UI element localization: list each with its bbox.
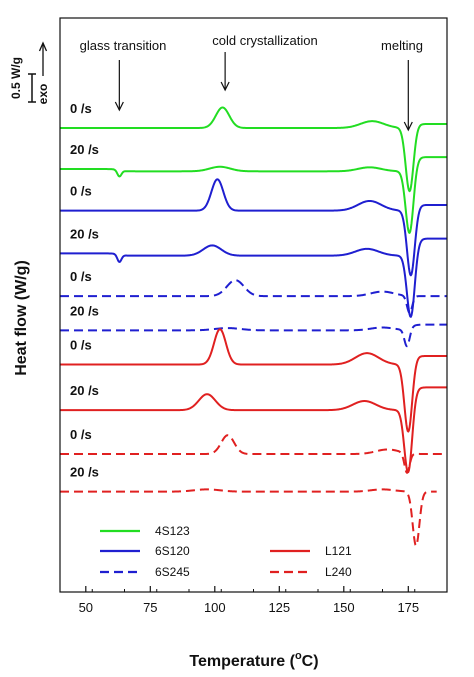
annotation-0: glass transition bbox=[80, 38, 167, 53]
legend-label-L240: L240 bbox=[325, 565, 352, 579]
x-axis-label-sup: o bbox=[295, 650, 302, 662]
rate-label-3: 20 /s bbox=[70, 226, 99, 241]
annotation-arrowhead-0 bbox=[114, 101, 124, 112]
annotations-layer: glass transition cold crystallization melt… bbox=[9, 33, 423, 132]
rate-label-1: 20 /s bbox=[70, 142, 99, 157]
series-line-L121-7 bbox=[59, 386, 448, 474]
x-tick-label-50: 50 bbox=[79, 600, 93, 615]
series-line-4S123-0 bbox=[59, 106, 448, 193]
rate-label-5: 20 /s bbox=[70, 303, 99, 318]
series-line-6S120-3 bbox=[59, 237, 448, 318]
rate-label-0: 0 /s bbox=[70, 101, 92, 116]
rate-label-4: 0 /s bbox=[70, 269, 92, 284]
series-layer bbox=[59, 106, 448, 547]
plot-frame bbox=[59, 17, 448, 593]
legend-label-6S245: 6S245 bbox=[155, 565, 190, 579]
series-line-4S123-1 bbox=[59, 156, 448, 234]
series-line-6S245-4 bbox=[59, 279, 448, 314]
x-tick-label-150: 150 bbox=[333, 600, 355, 615]
series-line-6S120-2 bbox=[59, 178, 448, 277]
x-axis-label: Temperature (oC) bbox=[189, 650, 318, 670]
rate-label-8: 0 /s bbox=[70, 427, 92, 442]
annotation-2: melting bbox=[381, 38, 423, 53]
x-tick-label-100: 100 bbox=[204, 600, 226, 615]
exo-arrowhead bbox=[38, 41, 48, 52]
scale-bar: 0.5 W/g exo bbox=[9, 41, 50, 105]
annotation-arrowhead-1 bbox=[220, 81, 230, 92]
rate-label-2: 0 /s bbox=[70, 184, 92, 199]
rate-label-9: 20 /s bbox=[70, 465, 99, 480]
rate-label-7: 20 /s bbox=[70, 383, 99, 398]
scale-bar-label: 0.5 W/g bbox=[9, 57, 23, 99]
series-line-L240-9 bbox=[59, 488, 438, 547]
x-tick-label-175: 175 bbox=[397, 600, 419, 615]
legend-label-6S120: 6S120 bbox=[155, 544, 190, 558]
x-tick-label-75: 75 bbox=[143, 600, 157, 615]
rate-label-6: 0 /s bbox=[70, 338, 92, 353]
y-axis-label: Heat flow (W/g) bbox=[13, 260, 30, 376]
series-line-6S245-5 bbox=[59, 323, 448, 348]
x-axis-label-main: Temperature ( bbox=[189, 653, 295, 670]
series-line-L240-8 bbox=[59, 434, 443, 474]
x-axis-label-tail: C) bbox=[302, 653, 319, 670]
legend-label-4S123: 4S123 bbox=[155, 524, 190, 538]
annotation-1: cold crystallization bbox=[212, 33, 318, 48]
legend: 4S123 6S120 6S245 L121 L240 bbox=[100, 524, 352, 579]
x-tick-label-125: 125 bbox=[268, 600, 290, 615]
annotation-arrowhead-2 bbox=[403, 121, 413, 132]
rate-labels-layer: 0 /s 20 /s 0 /s 20 /s 0 /s 20 /s 0 /s 20 /s 0 /s… bbox=[70, 101, 99, 480]
legend-label-L121: L121 bbox=[325, 544, 352, 558]
exo-label: exo bbox=[36, 84, 50, 105]
series-line-L121-6 bbox=[59, 328, 448, 433]
axes: 50 75 100 125 150 175 Temperature (oC) Heat flo… bbox=[13, 17, 448, 670]
